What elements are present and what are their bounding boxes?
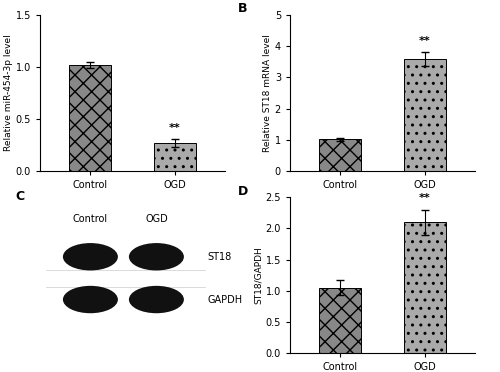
Text: **: ** <box>418 35 430 45</box>
Ellipse shape <box>63 286 118 313</box>
Text: OGD: OGD <box>145 214 168 224</box>
Text: ST18: ST18 <box>207 252 231 262</box>
Ellipse shape <box>63 243 118 270</box>
Ellipse shape <box>129 286 184 313</box>
Bar <box>70 65 112 171</box>
Y-axis label: Relative ST18 mRNA level: Relative ST18 mRNA level <box>263 34 272 152</box>
Bar <box>154 143 196 171</box>
Text: C: C <box>16 190 24 203</box>
Bar <box>404 59 446 171</box>
Text: Control: Control <box>73 214 108 224</box>
Y-axis label: ST18/GAPDH: ST18/GAPDH <box>254 246 262 304</box>
Ellipse shape <box>129 243 184 270</box>
Y-axis label: Relative miR-454-3p level: Relative miR-454-3p level <box>4 35 13 151</box>
Text: **: ** <box>418 193 430 203</box>
Bar <box>320 288 362 353</box>
Bar <box>404 222 446 353</box>
Text: GAPDH: GAPDH <box>207 295 242 305</box>
Text: D: D <box>238 185 248 198</box>
Bar <box>320 139 362 171</box>
Text: B: B <box>238 2 248 15</box>
Text: **: ** <box>168 123 180 132</box>
